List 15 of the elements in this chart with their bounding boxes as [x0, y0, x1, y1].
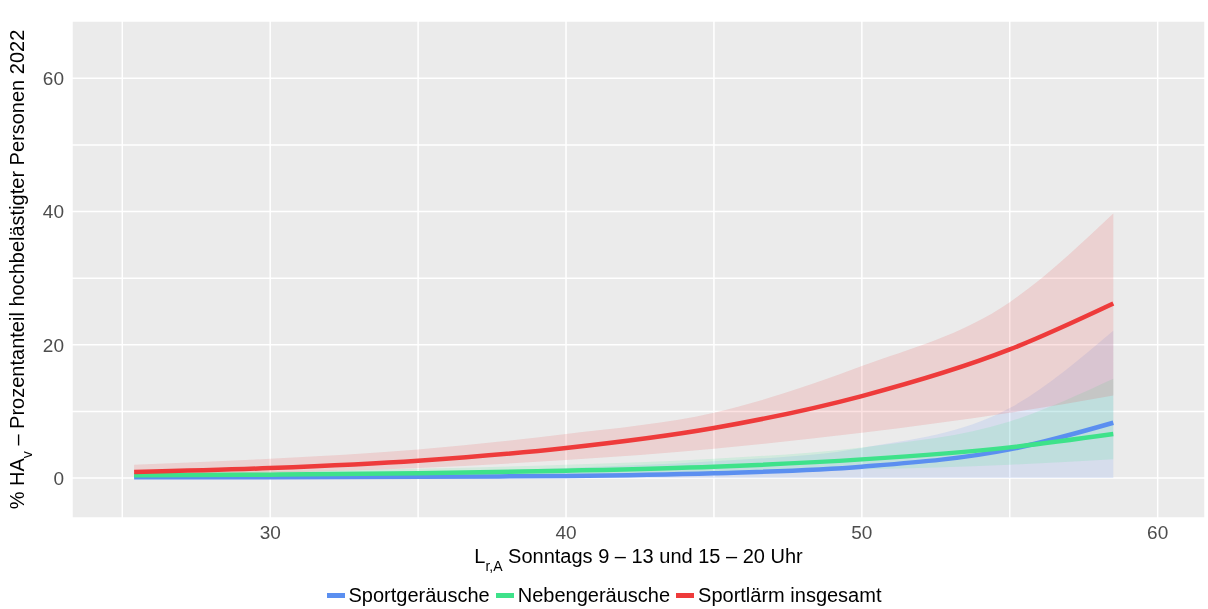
y-tick-label: 60 — [42, 68, 64, 90]
legend-label: Sportgeräusche — [348, 584, 490, 607]
line-series — [131, 301, 1116, 475]
x-tick-label: 60 — [1147, 522, 1169, 544]
x-tick-label: 40 — [555, 522, 577, 544]
y-tick-label: 40 — [42, 201, 64, 223]
x-axis-title: L$_{r,A}$ Sonntags 9 – 13 und 15 – 20 Uhr — [474, 545, 804, 574]
legend-label: Nebengeräusche — [517, 584, 671, 607]
x-tick-label: 50 — [851, 522, 873, 544]
x-tick-label: 30 — [259, 522, 281, 544]
line-series — [131, 431, 1116, 478]
y-tick-label: 20 — [42, 334, 64, 356]
legend-label: Sportlärm insgesamt — [698, 584, 882, 607]
y-tick-label: 0 — [53, 467, 64, 489]
line-series — [131, 420, 1116, 480]
